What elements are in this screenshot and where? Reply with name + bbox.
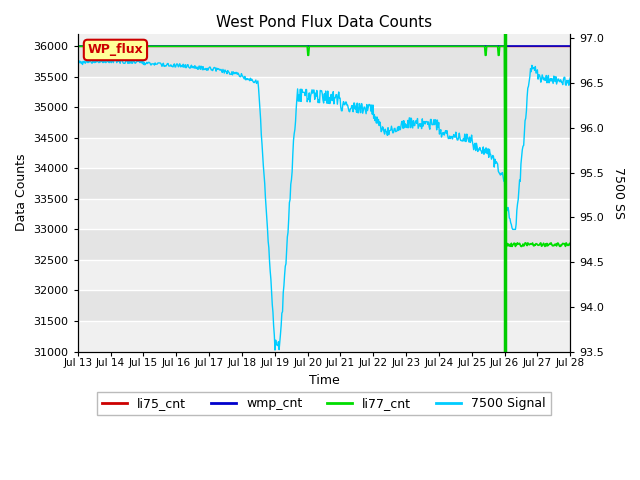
X-axis label: Time: Time <box>308 374 339 387</box>
Bar <box>77 168 570 199</box>
Title: West Pond Flux Data Counts: West Pond Flux Data Counts <box>216 15 432 30</box>
Bar <box>77 46 570 77</box>
Legend: li75_cnt, wmp_cnt, li77_cnt, 7500 Signal: li75_cnt, wmp_cnt, li77_cnt, 7500 Signal <box>97 392 551 415</box>
Bar <box>77 199 570 229</box>
Bar <box>77 107 570 138</box>
Text: WP_flux: WP_flux <box>88 44 143 57</box>
Y-axis label: 7500 SS: 7500 SS <box>612 167 625 219</box>
Bar <box>77 229 570 260</box>
Y-axis label: Data Counts: Data Counts <box>15 154 28 231</box>
Bar <box>77 290 570 321</box>
Bar <box>77 321 570 351</box>
Bar <box>77 138 570 168</box>
Bar <box>77 77 570 107</box>
Bar <box>77 260 570 290</box>
